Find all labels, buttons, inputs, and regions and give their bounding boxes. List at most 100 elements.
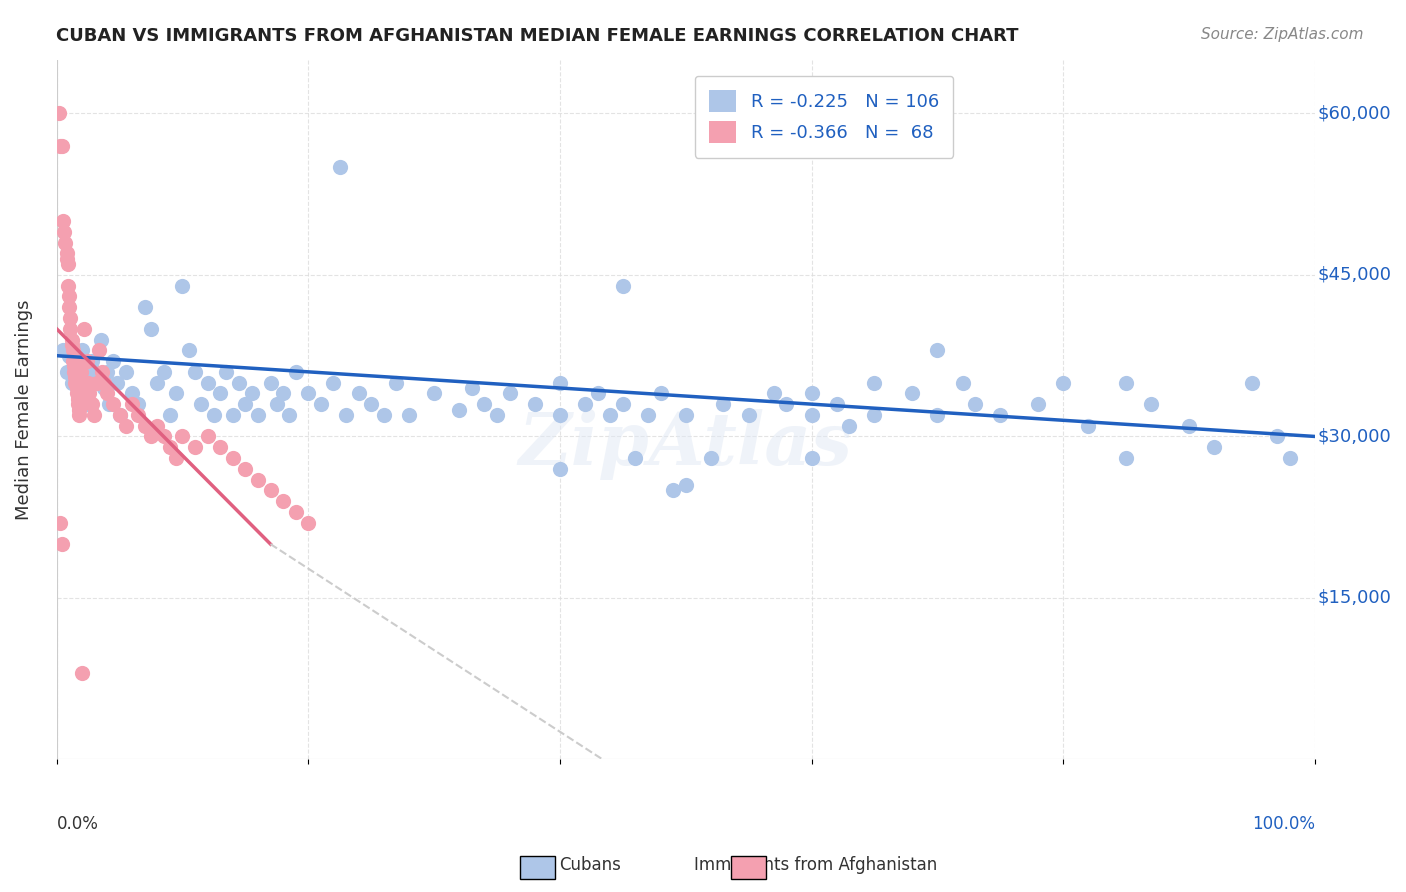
Point xyxy=(329,161,352,175)
Text: $60,000: $60,000 xyxy=(1317,104,1391,122)
Text: $45,000: $45,000 xyxy=(1317,266,1392,284)
Text: Cubans: Cubans xyxy=(560,856,621,874)
Point xyxy=(60,338,83,352)
Point xyxy=(197,376,219,390)
Point xyxy=(114,365,136,379)
Point xyxy=(449,402,471,417)
Point xyxy=(177,343,200,358)
Point xyxy=(55,246,77,260)
Point xyxy=(51,537,73,551)
Point xyxy=(83,365,105,379)
Point xyxy=(90,333,112,347)
Point xyxy=(159,440,181,454)
Point xyxy=(800,386,823,401)
Point xyxy=(586,386,609,401)
Point xyxy=(70,386,93,401)
Point xyxy=(650,386,672,401)
Point xyxy=(863,376,886,390)
Point xyxy=(108,408,131,422)
Text: $15,000: $15,000 xyxy=(1317,589,1391,607)
Point xyxy=(165,450,187,465)
Point xyxy=(825,397,848,411)
Point xyxy=(55,365,77,379)
Point xyxy=(184,365,207,379)
Point xyxy=(360,397,382,411)
Point xyxy=(152,365,174,379)
Point xyxy=(51,138,73,153)
Point xyxy=(80,397,103,411)
Point xyxy=(624,450,647,465)
Text: ZipAtlas: ZipAtlas xyxy=(519,409,852,480)
Point xyxy=(233,397,256,411)
Point xyxy=(66,386,89,401)
Point xyxy=(548,408,571,422)
Point xyxy=(184,440,207,454)
Point xyxy=(1265,429,1288,443)
Point xyxy=(98,397,121,411)
Point xyxy=(103,354,125,368)
Text: $30,000: $30,000 xyxy=(1317,427,1391,445)
Point xyxy=(172,429,194,443)
Text: Immigrants from Afghanistan: Immigrants from Afghanistan xyxy=(693,856,938,874)
Point xyxy=(1052,376,1074,390)
Point xyxy=(1278,450,1301,465)
Point xyxy=(127,408,149,422)
Point xyxy=(713,397,735,411)
Point xyxy=(70,666,93,681)
Point xyxy=(89,343,111,358)
Point xyxy=(52,214,75,228)
Point xyxy=(134,300,156,314)
Point xyxy=(1204,440,1226,454)
Point xyxy=(146,418,169,433)
Point xyxy=(209,440,232,454)
Text: CUBAN VS IMMIGRANTS FROM AFGHANISTAN MEDIAN FEMALE EARNINGS CORRELATION CHART: CUBAN VS IMMIGRANTS FROM AFGHANISTAN MED… xyxy=(56,27,1019,45)
Point xyxy=(66,397,89,411)
Legend: R = -0.225   N = 106, R = -0.366   N =  68: R = -0.225 N = 106, R = -0.366 N = 68 xyxy=(695,76,953,158)
Point xyxy=(62,354,84,368)
Point xyxy=(548,461,571,475)
Point xyxy=(58,300,80,314)
Point xyxy=(988,408,1011,422)
Point xyxy=(58,349,80,363)
Point xyxy=(56,278,79,293)
Point xyxy=(322,376,344,390)
Point xyxy=(398,408,420,422)
Point xyxy=(612,397,634,411)
Point xyxy=(1026,397,1049,411)
Point xyxy=(523,397,546,411)
Point xyxy=(297,516,319,530)
Text: 100.0%: 100.0% xyxy=(1251,815,1315,833)
Point xyxy=(202,408,225,422)
Point xyxy=(1140,397,1163,411)
Point xyxy=(73,370,96,384)
Point xyxy=(700,450,723,465)
Point xyxy=(63,365,86,379)
Point xyxy=(1240,376,1263,390)
Point xyxy=(55,235,77,250)
Point xyxy=(927,408,949,422)
Point xyxy=(66,392,89,406)
Point xyxy=(335,408,357,422)
Point xyxy=(67,386,90,401)
Point xyxy=(114,418,136,433)
Point xyxy=(60,376,83,390)
Point xyxy=(79,386,101,401)
Text: 0.0%: 0.0% xyxy=(56,815,98,833)
Point xyxy=(901,386,924,401)
Point xyxy=(271,494,294,508)
Point xyxy=(60,333,83,347)
Point xyxy=(461,381,484,395)
Point xyxy=(246,408,269,422)
Point xyxy=(675,478,697,492)
Point xyxy=(309,397,332,411)
Point xyxy=(297,386,319,401)
Y-axis label: Median Female Earnings: Median Female Earnings xyxy=(15,300,32,520)
Point xyxy=(53,225,76,239)
Point xyxy=(423,386,446,401)
Point xyxy=(474,397,496,411)
Point xyxy=(612,278,634,293)
Point xyxy=(52,343,75,358)
Point xyxy=(197,429,219,443)
Point xyxy=(259,376,281,390)
Point xyxy=(284,365,307,379)
